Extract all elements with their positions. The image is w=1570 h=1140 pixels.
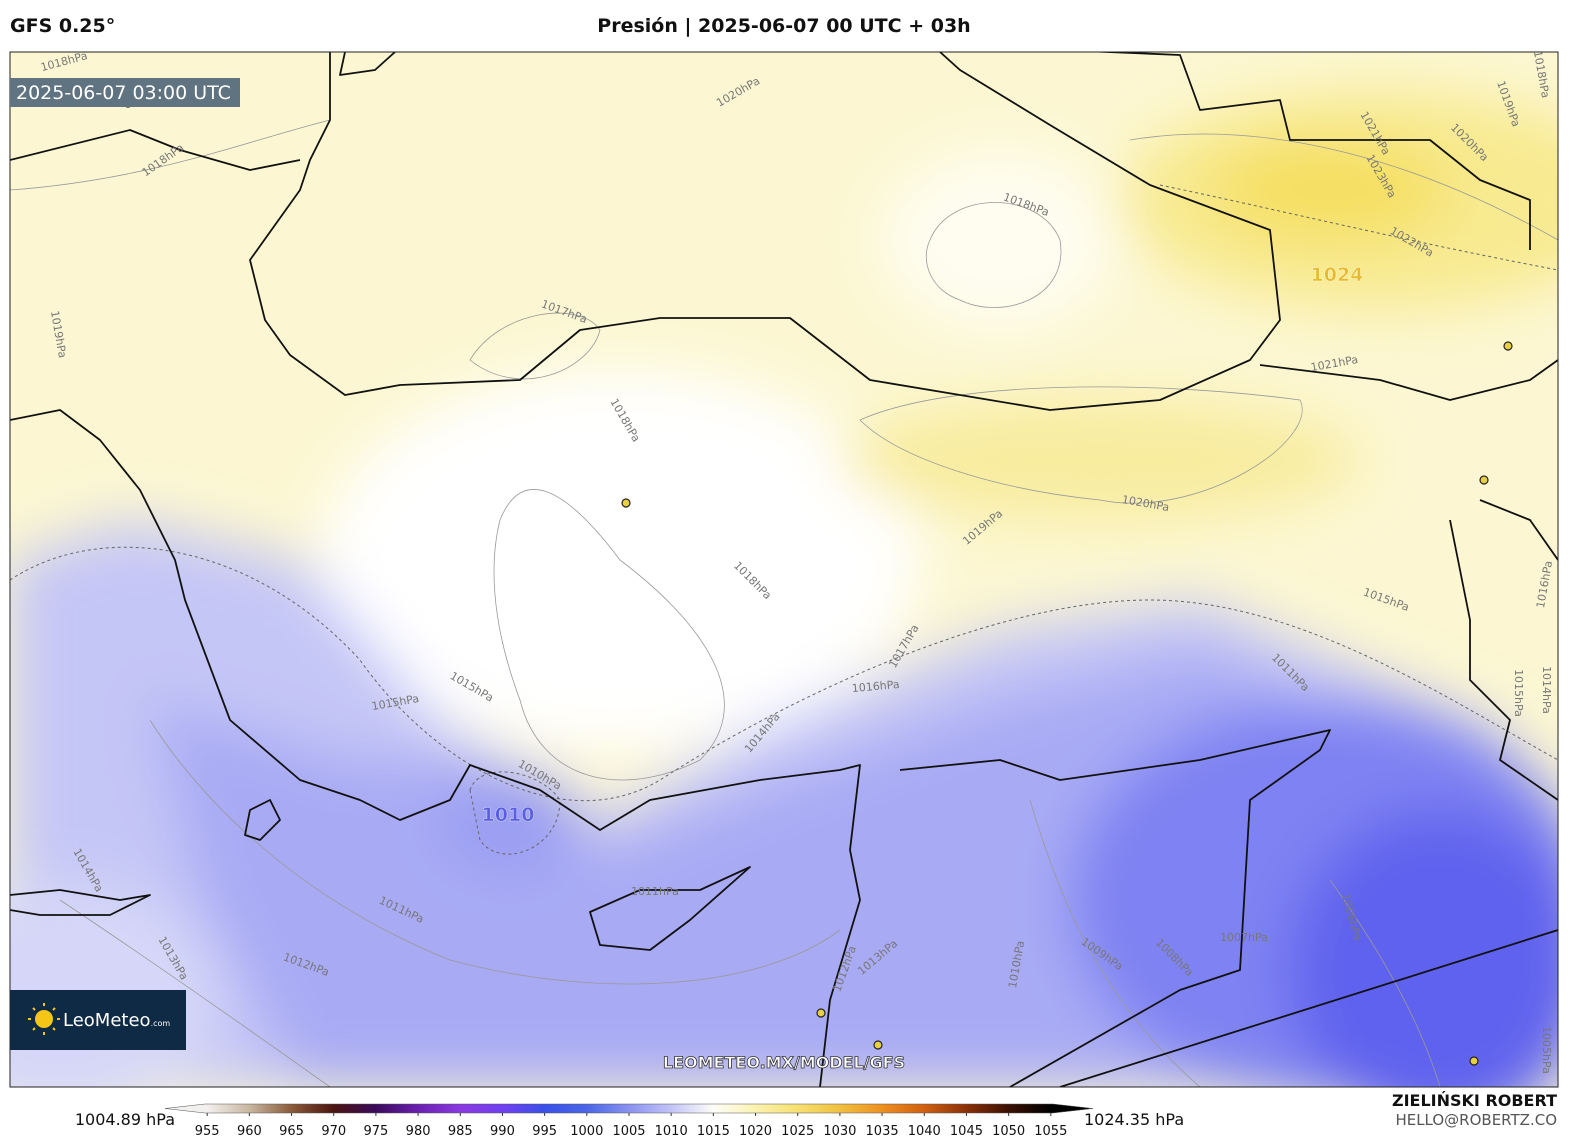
email: HELLO@ROBERTZ.CO — [1395, 1111, 1557, 1129]
contour-label: 1015hPa — [1512, 669, 1525, 717]
author: ZIELIŃSKI ROBERT — [1392, 1091, 1557, 1110]
pressure-center: 1010 — [482, 804, 535, 826]
colorbar-tick-label: 965 — [279, 1124, 304, 1139]
colorbar-tick-label: 1035 — [866, 1124, 899, 1139]
logo-name: LeoMeteo — [63, 1010, 151, 1031]
logo-rays — [28, 1003, 60, 1035]
colorbar-tick-label: 995 — [532, 1124, 557, 1139]
colorbar-tick-label: 1000 — [570, 1124, 603, 1139]
colorbar-tick-label: 970 — [321, 1124, 346, 1139]
contour-label: 1011hPa — [631, 885, 679, 898]
logo-suffix: .com — [151, 1019, 171, 1028]
colorbar-min: 1004.89 hPa — [75, 1110, 175, 1129]
model-label: GFS 0.25° — [10, 15, 115, 37]
colorbar-tick-label: 1025 — [781, 1124, 814, 1139]
map-title: Presión | 2025-06-07 00 UTC + 03h — [597, 15, 970, 37]
map-frame — [9, 51, 1559, 1088]
colorbar-tick-label: 1055 — [1034, 1124, 1067, 1139]
colorbar-bar — [164, 1103, 1094, 1114]
colorbar-tick-label: 1020 — [739, 1124, 772, 1139]
pressure-center: 1024 — [1311, 264, 1364, 286]
colorbar-tick-label: 975 — [363, 1124, 388, 1139]
isobars — [10, 119, 1558, 1087]
logo-sun — [35, 1010, 53, 1028]
colorbar-tick-label: 955 — [195, 1124, 220, 1139]
contour-label: 1014hPa — [1540, 666, 1553, 714]
colorbar-tick-label: 1010 — [655, 1124, 688, 1139]
coastlines — [10, 52, 1558, 1087]
colorbar-tick-label: 1040 — [908, 1124, 941, 1139]
colorbar-max: 1024.35 hPa — [1084, 1110, 1184, 1129]
contour-label: 1007hPa — [1220, 931, 1268, 944]
watermark: LEOMETEO.MX/MODEL/GFS — [663, 1053, 905, 1072]
colorbar-tick-label: 1045 — [950, 1124, 983, 1139]
colorbar-tick-label: 1015 — [697, 1124, 730, 1139]
contour-label: 1005hPa — [1540, 1026, 1553, 1074]
timestamp-box — [10, 78, 240, 107]
map: 1018hPa1018hPa1019hPa1020hPa1018hPa1017h… — [10, 52, 1558, 1087]
colorbar-tick-label: 990 — [490, 1124, 515, 1139]
colorbar-tick-label: 1005 — [612, 1124, 645, 1139]
colorbar-tick-label: 1050 — [992, 1124, 1025, 1139]
colorbar-tick-label: 1030 — [823, 1124, 856, 1139]
timestamp: 2025-06-07 03:00 UTC — [16, 82, 231, 104]
colorbar-tick-label: 985 — [448, 1124, 473, 1139]
logo-text: LeoMeteo.com — [63, 1010, 170, 1031]
contour-label: 1016hPa — [851, 678, 900, 695]
colorbar: 955 960 965 970 975 980 985 990 995 1000 1005 1010 1… — [164, 1103, 1094, 1139]
colorbar-tick-label: 980 — [406, 1124, 431, 1139]
colorbar-tick-label: 960 — [237, 1124, 262, 1139]
